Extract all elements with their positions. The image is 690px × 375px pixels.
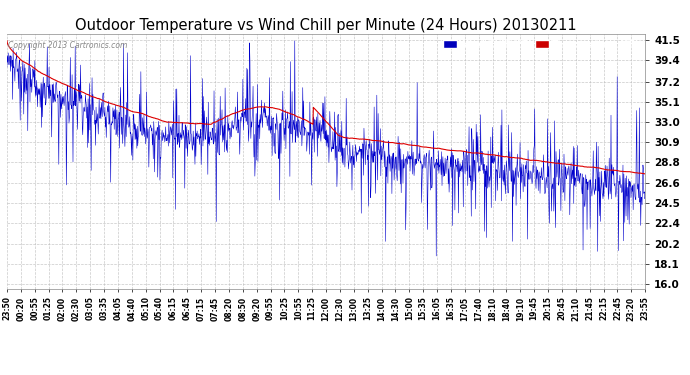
Legend: Wind Chill (°F), Temperature (°F): Wind Chill (°F), Temperature (°F)	[441, 38, 640, 51]
Text: Copyright 2013 Cartronics.com: Copyright 2013 Cartronics.com	[8, 41, 128, 50]
Title: Outdoor Temperature vs Wind Chill per Minute (24 Hours) 20130211: Outdoor Temperature vs Wind Chill per Mi…	[75, 18, 577, 33]
